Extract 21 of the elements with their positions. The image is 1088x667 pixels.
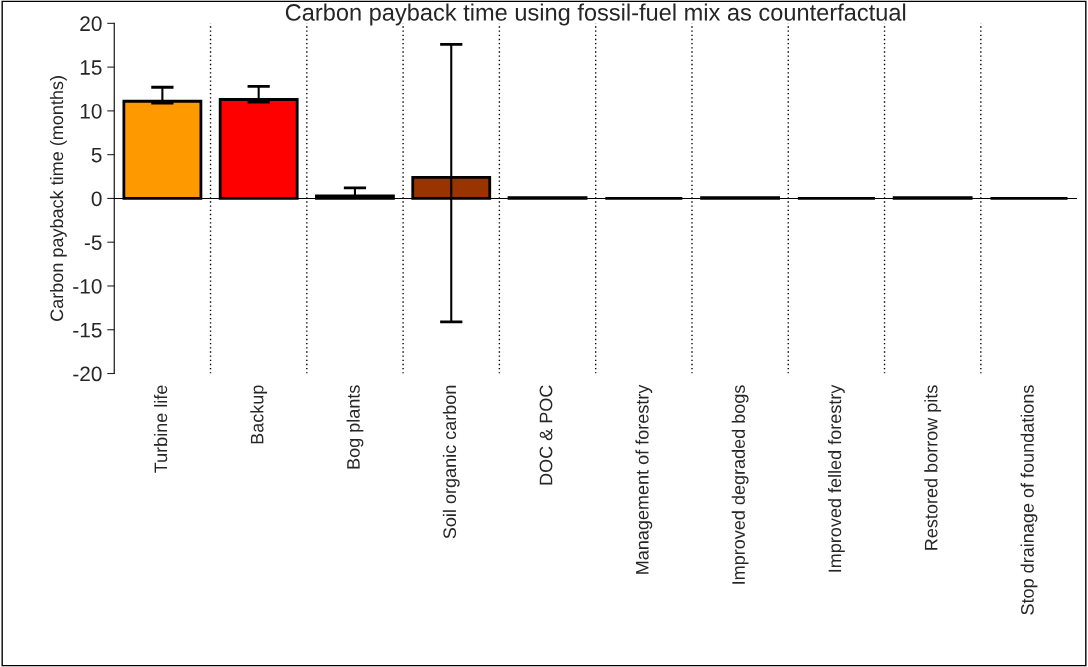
y-tick-label: 10 [80, 103, 102, 119]
x-tick-label: Improved degraded bogs [731, 385, 749, 584]
x-tick-label: Improved felled forestry [827, 384, 845, 572]
x-tick-label: Backup [250, 385, 268, 444]
x-tick-label: DOC & POC [539, 385, 553, 485]
x-tick-label: Management of forestry [635, 384, 653, 574]
x-tick-label: Bog plants [346, 385, 364, 469]
chart-title: Carbon payback time using fossil-fuel mix as counterfactual [285, 3, 906, 26]
y-tick-label: -20 [73, 366, 102, 382]
y-tick-label: 5 [91, 147, 102, 163]
x-tick-label: Restored borrow pits [924, 385, 942, 550]
y-tick-label: 20 [80, 16, 102, 32]
x-tick-label: Soil organic carbon [442, 385, 460, 539]
y-tick-label: -5 [84, 235, 102, 250]
y-tick-label: -10 [73, 278, 102, 294]
y-tick-label: -15 [73, 322, 102, 338]
x-tick-label: Turbine life [153, 385, 168, 473]
y-axis-title: Carbon payback time (months) [49, 76, 67, 321]
y-tick-label: 15 [80, 60, 102, 75]
x-tick-label: Stop drainage of foundations [1020, 385, 1038, 615]
y-tick-label: 0 [91, 191, 102, 207]
